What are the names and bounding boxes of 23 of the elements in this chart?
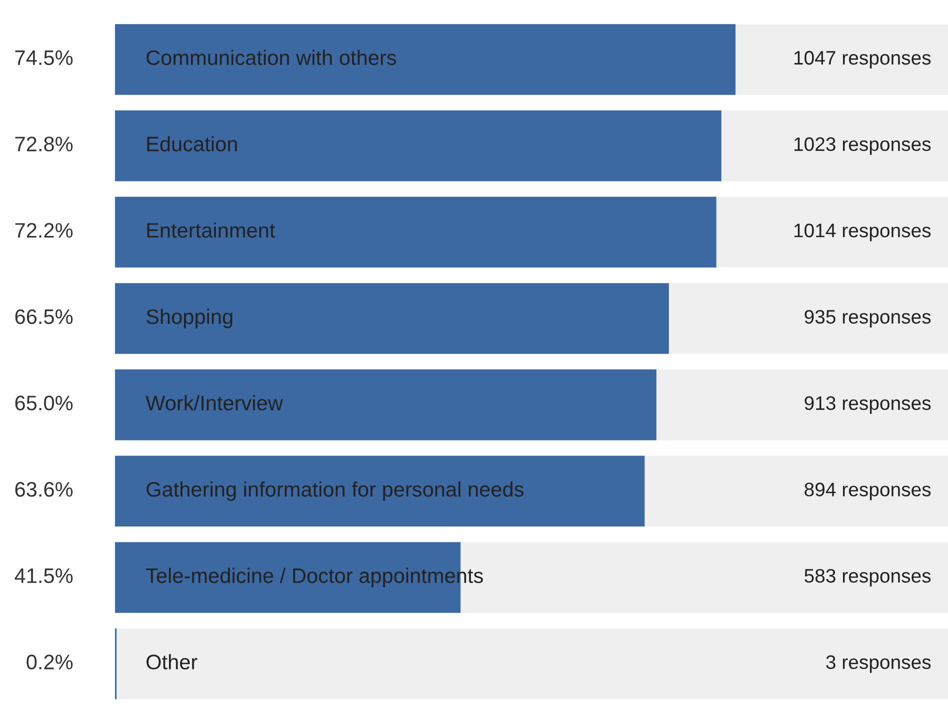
data-label: 72.2% [15,222,73,238]
data-label: 63.6% [15,482,73,497]
y-tick-label: Entertainment [147,222,276,238]
y-tick-label: Shopping [146,308,232,328]
annotation: 1023 responses [794,137,931,155]
y-tick-label: Other [146,654,198,670]
annotation: 3 responses [826,655,931,673]
data-label: 66.5% [15,309,73,324]
data-label: 72.8% [15,136,73,152]
data-label: 74.5% [15,50,73,66]
annotation: 913 responses [804,396,931,414]
annotation: 894 responses [804,482,931,500]
data-label: 65.0% [15,396,73,410]
data-label: 0.2% [26,654,73,670]
annotation: 583 responses [804,568,931,587]
annotation: 935 responses [804,310,931,328]
annotation: 1014 responses [794,224,931,242]
annotation: 1047 responses [794,50,931,69]
y-tick-label: Education [147,136,237,152]
y-tick-label: Work/Interview [146,395,283,410]
data-label: 41.5% [14,568,73,584]
y-tick-label: Gathering information for personal needs [146,481,524,501]
y-tick-label: Communication with others [146,50,396,66]
